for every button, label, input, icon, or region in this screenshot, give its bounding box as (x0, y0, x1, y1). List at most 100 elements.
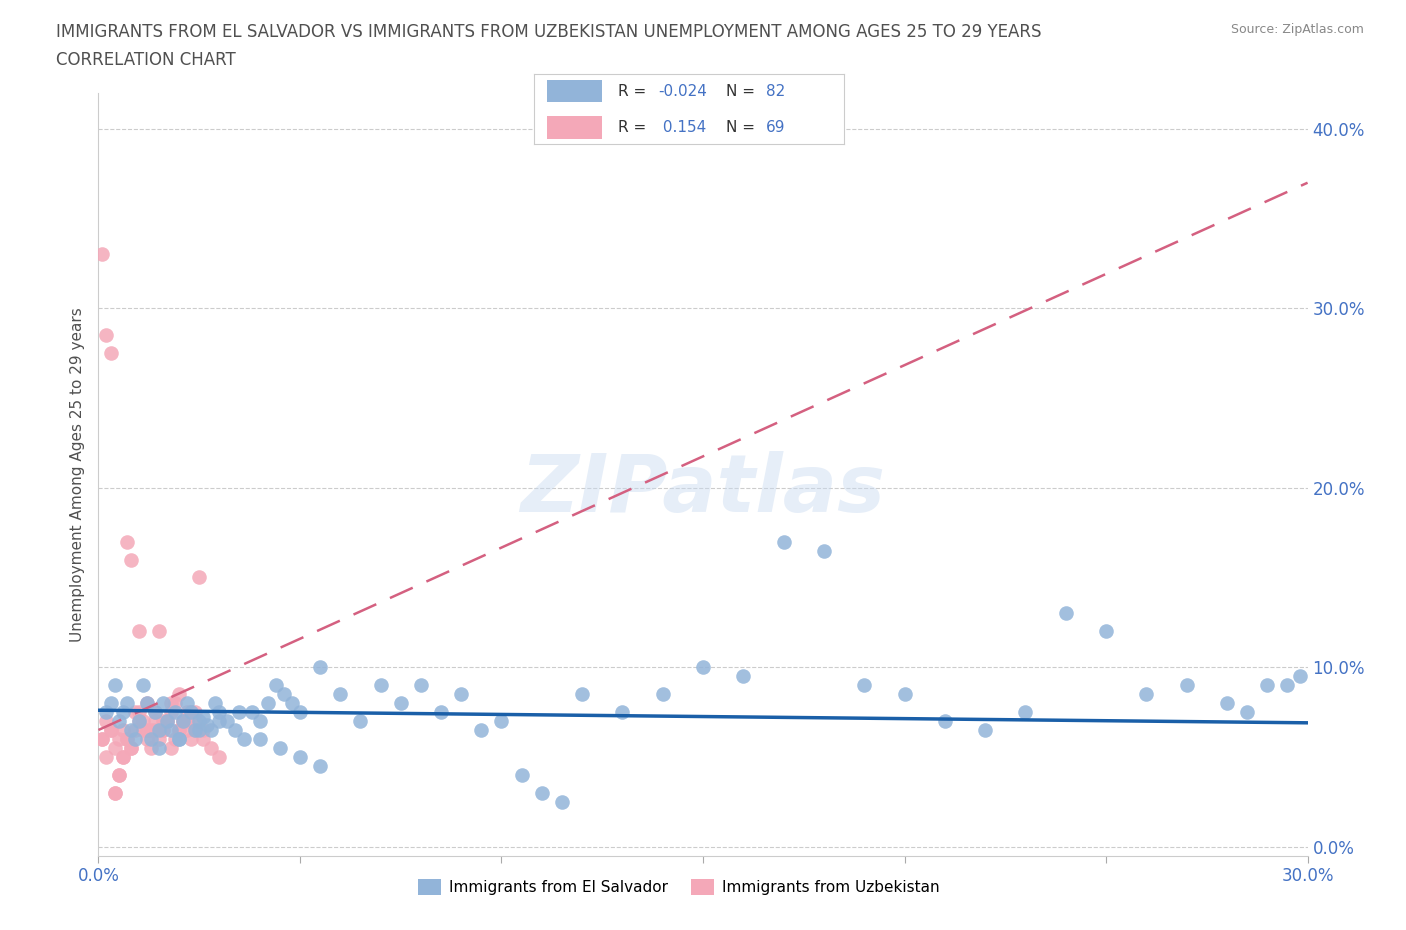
Point (124, 705, 146, 720)
Point (115, 732, 138, 747)
Point (409, 678, 432, 693)
Point (269, 740, 291, 755)
Point (111, 723, 134, 737)
Point (143, 713, 166, 728)
Point (240, 705, 263, 720)
Point (120, 740, 142, 755)
Point (163, 732, 186, 747)
Point (309, 759, 332, 774)
Point (224, 723, 246, 737)
Point (510, 767, 533, 782)
Point (156, 713, 179, 728)
Point (135, 723, 157, 737)
Point (100, 723, 122, 737)
Point (772, 534, 794, 549)
Point (96, 327, 118, 342)
Point (111, 705, 134, 720)
Point (135, 732, 157, 747)
Point (172, 713, 194, 728)
Point (91, 247, 114, 262)
Point (1095, 624, 1118, 639)
Point (176, 723, 198, 737)
Point (128, 713, 150, 728)
Point (107, 732, 129, 747)
Point (264, 678, 287, 693)
Point (167, 723, 190, 737)
Point (167, 732, 190, 747)
Point (128, 624, 150, 639)
Point (208, 705, 231, 720)
Point (934, 713, 956, 728)
Point (470, 723, 492, 737)
Bar (547, 116, 602, 139)
Point (1054, 606, 1077, 621)
Point (139, 723, 162, 737)
Point (148, 624, 170, 639)
Point (288, 705, 311, 720)
Point (193, 723, 215, 737)
Point (349, 713, 371, 728)
Point (281, 696, 304, 711)
Point (148, 732, 170, 747)
Point (156, 713, 179, 728)
Point (1288, 669, 1310, 684)
Point (450, 686, 472, 701)
Point (329, 686, 352, 701)
Point (217, 713, 239, 728)
Point (193, 732, 215, 747)
Text: CORRELATION CHART: CORRELATION CHART (56, 51, 236, 69)
Point (256, 696, 278, 711)
Point (152, 723, 174, 737)
Bar (547, 80, 602, 102)
Point (853, 678, 876, 693)
Point (167, 732, 190, 747)
Point (160, 696, 183, 711)
Point (103, 678, 125, 693)
Point (1014, 705, 1036, 720)
Point (974, 723, 997, 737)
Point (309, 659, 332, 674)
Point (120, 723, 142, 737)
Point (249, 732, 271, 747)
Point (184, 705, 207, 720)
Point (188, 713, 211, 728)
Point (180, 705, 202, 720)
Point (195, 717, 218, 732)
Point (1216, 696, 1239, 711)
Point (893, 686, 915, 701)
Point (733, 669, 755, 684)
Text: 0.154: 0.154 (658, 120, 706, 135)
Point (188, 723, 211, 737)
Point (120, 552, 142, 567)
Point (288, 750, 311, 764)
Legend: Immigrants from El Salvador, Immigrants from Uzbekistan: Immigrants from El Salvador, Immigrants … (412, 873, 945, 901)
Point (172, 713, 194, 728)
Point (139, 740, 162, 755)
Point (176, 713, 198, 728)
Point (135, 696, 157, 711)
Point (1277, 678, 1299, 693)
Point (180, 705, 202, 720)
Point (135, 696, 157, 711)
Point (143, 705, 166, 720)
Point (204, 696, 226, 711)
Point (167, 723, 190, 737)
Point (184, 723, 207, 737)
Point (100, 723, 122, 737)
Point (188, 570, 211, 585)
Point (120, 740, 142, 755)
Point (163, 705, 186, 720)
Point (172, 713, 194, 728)
Point (103, 785, 125, 800)
Point (107, 767, 129, 782)
Point (100, 696, 122, 711)
Point (651, 686, 673, 701)
Point (176, 696, 198, 711)
Point (530, 785, 553, 800)
Point (96, 750, 118, 764)
Point (180, 732, 202, 747)
Point (156, 713, 179, 728)
Point (128, 713, 150, 728)
Point (152, 723, 174, 737)
Point (111, 750, 134, 764)
